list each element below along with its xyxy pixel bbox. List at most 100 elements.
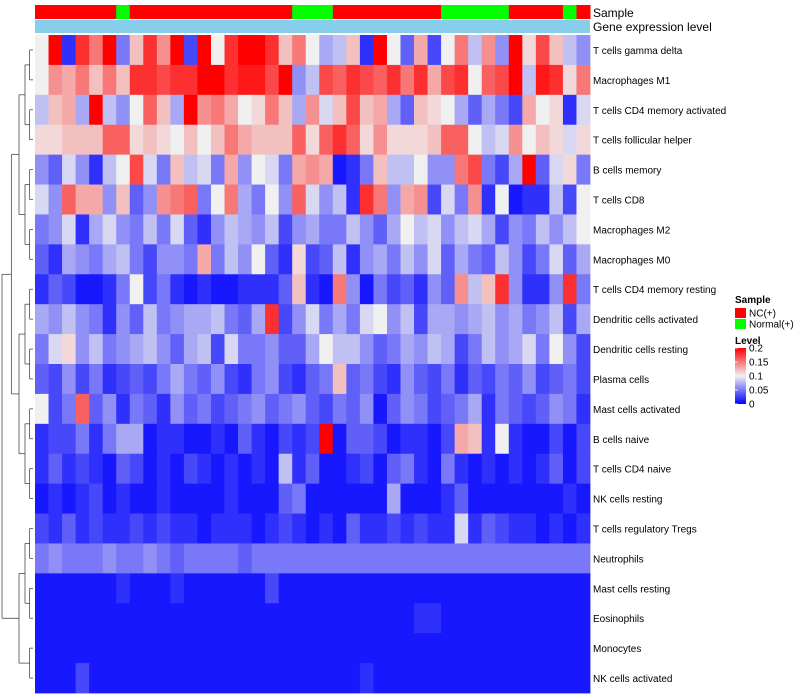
heatmap-cell bbox=[48, 393, 63, 425]
heatmap-cell bbox=[332, 393, 347, 425]
heatmap-cell bbox=[116, 663, 131, 694]
heatmap-cell bbox=[116, 453, 131, 485]
heatmap-cell bbox=[454, 304, 469, 335]
heatmap-cell bbox=[35, 274, 49, 305]
heatmap-cell bbox=[481, 184, 496, 215]
heatmap-cell bbox=[170, 184, 185, 215]
heatmap-cell bbox=[292, 124, 307, 156]
heatmap-cell bbox=[156, 274, 171, 305]
heatmap-cell bbox=[454, 94, 469, 126]
heatmap-cell bbox=[373, 393, 388, 425]
heatmap-cell bbox=[481, 35, 496, 66]
heatmap-cell bbox=[278, 184, 293, 215]
heatmap-cell bbox=[224, 633, 239, 664]
heatmap-cell bbox=[143, 603, 158, 634]
heatmap-cell bbox=[129, 573, 144, 604]
sample-block-normal bbox=[292, 5, 334, 19]
sample-block-normal bbox=[441, 5, 510, 19]
heatmap-cell bbox=[292, 483, 307, 514]
heatmap-cell bbox=[359, 573, 374, 604]
heatmap-cell bbox=[102, 124, 117, 156]
heatmap-cell bbox=[576, 393, 591, 425]
heatmap-cell bbox=[332, 35, 347, 66]
heatmap-cell bbox=[427, 154, 442, 185]
heatmap-cell bbox=[495, 304, 510, 335]
heatmap-cell bbox=[495, 543, 510, 574]
heatmap-cell bbox=[305, 393, 320, 425]
heatmap-cell bbox=[102, 184, 117, 215]
heatmap-cell bbox=[292, 603, 307, 634]
heatmap-cell bbox=[292, 633, 307, 664]
heatmap-cell bbox=[116, 543, 131, 574]
heatmap-cell bbox=[265, 453, 280, 485]
heatmap-cell bbox=[508, 364, 523, 395]
heatmap-cell bbox=[441, 274, 456, 305]
legend-tick-label: 0.15 bbox=[749, 358, 769, 369]
heatmap-cell bbox=[535, 154, 550, 185]
heatmap-cell bbox=[427, 393, 442, 425]
heatmap-cell bbox=[238, 603, 252, 634]
heatmap-cell bbox=[495, 483, 510, 514]
heatmap-cell bbox=[75, 573, 90, 604]
heatmap-cell bbox=[238, 64, 252, 96]
heatmap-cell bbox=[319, 663, 334, 694]
heatmap-cell bbox=[359, 364, 374, 395]
heatmap-cell bbox=[143, 663, 158, 694]
heatmap-cell bbox=[495, 364, 510, 395]
heatmap-cell bbox=[183, 453, 198, 485]
heatmap-cell bbox=[48, 663, 63, 694]
heatmap-cell bbox=[156, 453, 171, 485]
heatmap-cell bbox=[89, 124, 104, 156]
heatmap-cell bbox=[238, 184, 252, 215]
heatmap-cell bbox=[102, 244, 117, 275]
heatmap-cell bbox=[332, 663, 347, 694]
heatmap-cell bbox=[129, 453, 144, 485]
heatmap-cell bbox=[346, 453, 361, 485]
heatmap-cell bbox=[210, 154, 225, 185]
heatmap-cell bbox=[332, 64, 347, 96]
heatmap-cell bbox=[454, 483, 469, 514]
row-label: T cells CD4 memory activated bbox=[593, 106, 726, 117]
heatmap-cell bbox=[481, 214, 496, 245]
heatmap-cell bbox=[238, 334, 252, 365]
heatmap-cell bbox=[481, 64, 496, 96]
heatmap-cell bbox=[156, 543, 171, 574]
heatmap-cell bbox=[102, 513, 117, 544]
gene-expression-annotation-track bbox=[35, 20, 590, 33]
heatmap-cell bbox=[346, 244, 361, 275]
heatmap-cell bbox=[481, 633, 496, 664]
heatmap-cell bbox=[359, 453, 374, 485]
heatmap-cell bbox=[319, 94, 334, 126]
heatmap-cell bbox=[468, 304, 483, 335]
heatmap-cell bbox=[332, 334, 347, 365]
heatmap-cell bbox=[454, 453, 469, 485]
heatmap-cell bbox=[197, 214, 212, 245]
heatmap-cell bbox=[251, 274, 266, 305]
heatmap-cell bbox=[522, 573, 537, 604]
heatmap-cell bbox=[373, 573, 388, 604]
heatmap-cell bbox=[48, 364, 63, 395]
heatmap-cell bbox=[562, 543, 577, 574]
heatmap-cell bbox=[508, 633, 523, 664]
heatmap-cell bbox=[278, 393, 293, 425]
row-label: Macrophages M1 bbox=[593, 76, 671, 87]
heatmap-cell bbox=[495, 274, 510, 305]
row-label: B cells naive bbox=[593, 435, 650, 446]
heatmap-cell bbox=[35, 543, 49, 574]
heatmap-cell bbox=[414, 35, 428, 66]
heatmap-cell bbox=[170, 543, 185, 574]
heatmap-cell bbox=[468, 364, 483, 395]
heatmap-cell bbox=[305, 633, 320, 664]
heatmap-cell bbox=[143, 94, 158, 126]
heatmap-cell bbox=[319, 364, 334, 395]
heatmap-cell bbox=[508, 453, 523, 485]
heatmap-cell bbox=[346, 423, 361, 455]
heatmap-cell bbox=[238, 35, 252, 66]
heatmap-cell bbox=[373, 334, 388, 365]
heatmap-cell bbox=[292, 453, 307, 485]
row-label: Macrophages M0 bbox=[593, 255, 671, 266]
heatmap-cell bbox=[292, 543, 307, 574]
heatmap-cell bbox=[441, 603, 456, 634]
heatmap-cell bbox=[48, 124, 63, 156]
heatmap-cell bbox=[332, 603, 347, 634]
